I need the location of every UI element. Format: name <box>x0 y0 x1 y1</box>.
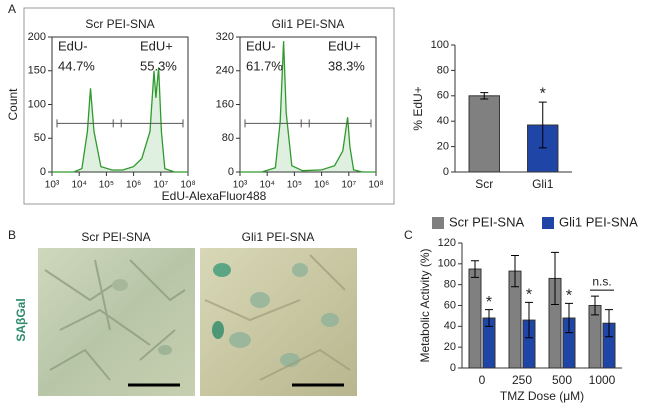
y-tick-label: 80 <box>444 279 456 291</box>
gate-annotation: EdU- <box>246 38 276 53</box>
panel-label: C <box>404 228 413 242</box>
error-bar <box>605 309 613 338</box>
y-tick-label: 320 <box>216 31 234 43</box>
gate-annotation: 38.3% <box>328 58 365 73</box>
y-tick-label: 40 <box>437 115 449 127</box>
plot-frame <box>239 36 377 173</box>
significance: * <box>526 287 532 304</box>
gate <box>56 119 184 128</box>
y-tick-label: 200 <box>28 31 46 43</box>
legend-swatch <box>542 217 554 229</box>
y-axis-label: % EdU+ <box>411 86 425 130</box>
error-bar <box>485 309 493 327</box>
x-axis-label: TMZ Dose (μM) <box>500 389 584 403</box>
y-tick-label: 50 <box>34 132 46 144</box>
x-tick-label: 10³ <box>233 180 248 191</box>
error-bar <box>565 302 573 334</box>
x-tick-label: 10⁶ <box>314 180 329 191</box>
legend-swatch <box>432 217 444 229</box>
error-bar <box>591 295 599 316</box>
micrograph <box>38 248 195 396</box>
significance: * <box>566 288 572 305</box>
x-tick-label: 10⁷ <box>341 180 356 191</box>
histogram <box>52 67 188 173</box>
x-tick-label: 0 <box>479 373 486 387</box>
x-tick-label: 10⁸ <box>368 180 383 191</box>
y-tick-label: 0 <box>443 166 449 178</box>
y-tick-label: 60 <box>444 299 456 311</box>
error-bar <box>480 92 489 100</box>
plot-frame <box>51 36 189 173</box>
y-tick-label: 20 <box>444 341 456 353</box>
y-tick-label: 40 <box>444 320 456 332</box>
chart-title: Scr PEI-SNA <box>85 17 154 31</box>
stain-label: SAβGal <box>14 298 28 341</box>
significance: n.s. <box>592 274 611 288</box>
x-tick-label: 10⁷ <box>153 180 168 191</box>
x-axis-label: EdU-AlexaFluor488 <box>162 189 267 203</box>
gate-annotation: 55.3% <box>140 58 177 73</box>
x-tick-label: 10⁴ <box>259 180 274 191</box>
error-bar <box>471 260 479 278</box>
significance: * <box>486 294 492 311</box>
image-title: Scr PEI-SNA <box>81 230 150 244</box>
x-tick-label: 1000 <box>589 373 616 387</box>
gate-annotation: EdU- <box>58 38 88 53</box>
panel-label: A <box>8 2 16 16</box>
y-axis-label: Count <box>6 88 20 121</box>
x-tick-label: 10⁶ <box>126 180 141 191</box>
histogram <box>240 41 376 173</box>
x-tick-label: 10⁸ <box>180 180 195 191</box>
error-bar <box>525 301 533 339</box>
y-axis-label: Metabolic Activity (%) <box>418 248 432 362</box>
panel-frame <box>23 7 395 205</box>
x-tick-label: 500 <box>552 373 572 387</box>
panel-label: B <box>8 228 16 242</box>
y-tick-label: 100 <box>28 98 46 110</box>
x-tick-label: 10⁴ <box>71 180 86 191</box>
gate <box>244 119 372 128</box>
x-tick-label: 10⁵ <box>287 180 302 191</box>
y-tick-label: 120 <box>438 237 456 249</box>
error-bar <box>511 255 519 288</box>
significance: * <box>540 85 546 102</box>
y-tick-label: 60 <box>437 90 449 102</box>
y-tick-label: 0 <box>228 166 234 178</box>
bar <box>468 95 500 173</box>
error-bar <box>538 101 547 149</box>
y-tick-label: 20 <box>437 141 449 153</box>
image-title: Gli1 PEI-SNA <box>242 230 315 244</box>
gate-annotation: 44.7% <box>58 58 95 73</box>
gate-annotation: 61.7% <box>246 58 283 73</box>
y-tick-label: 240 <box>216 65 234 77</box>
gate-annotation: EdU+ <box>140 38 173 53</box>
y-tick-label: 80 <box>437 64 449 76</box>
y-tick-label: 100 <box>431 39 449 51</box>
x-tick-label: 250 <box>512 373 532 387</box>
y-tick-label: 80 <box>222 132 234 144</box>
micrograph <box>200 248 357 396</box>
bar <box>468 268 482 369</box>
gate-annotation: EdU+ <box>328 38 361 53</box>
x-tick-label: Gli1 <box>532 177 554 191</box>
error-bar <box>551 251 559 305</box>
y-tick-label: 100 <box>438 258 456 270</box>
y-tick-label: 160 <box>216 98 234 110</box>
y-tick-label: 150 <box>28 65 46 77</box>
legend-label: Scr PEI-SNA <box>449 214 524 229</box>
x-tick-label: 10⁵ <box>99 180 114 191</box>
y-tick-label: 0 <box>40 166 46 178</box>
legend-label: Gli1 PEI-SNA <box>559 214 638 229</box>
x-tick-label: Scr <box>475 177 493 191</box>
y-tick-label: 0 <box>450 362 456 374</box>
chart-title: Gli1 PEI-SNA <box>272 17 345 31</box>
x-tick-label: 10³ <box>45 180 60 191</box>
